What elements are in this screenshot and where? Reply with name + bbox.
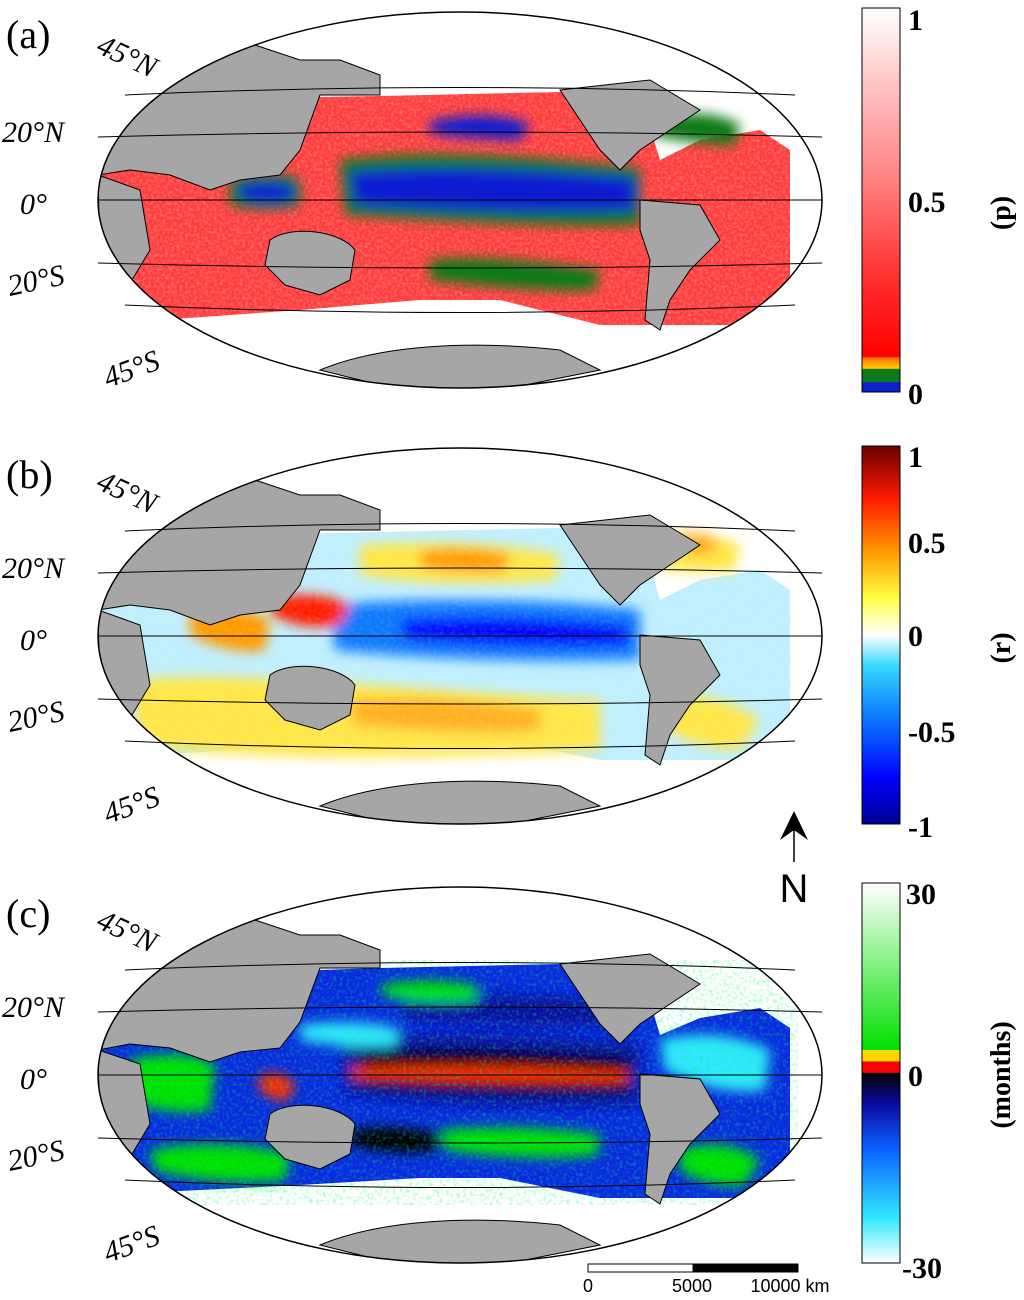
lat-label-45s: 45°S (99, 780, 164, 831)
lat-label-45s: 45°S (99, 344, 164, 395)
graticule-a (97, 11, 823, 389)
colorbar-b: 1 0.5 0 -0.5 -1 (r) (861, 441, 1017, 844)
north-arrow: N (780, 811, 809, 911)
colorbar-a: 1 0.5 0 (p) (861, 4, 1017, 411)
lat-label-45s: 45°S (99, 1219, 164, 1270)
scale-bar-white (587, 1263, 694, 1273)
north-america-land (559, 514, 701, 606)
colorbar-tick: -0.5 (908, 716, 956, 749)
south-america-land (639, 1073, 721, 1205)
colorbar-title: (r) (986, 632, 1017, 663)
north-label: N (780, 867, 809, 911)
colorbar-tick: 1 (908, 4, 923, 37)
north-arrow-icon (780, 811, 808, 840)
colorbar-title: (p) (986, 196, 1017, 230)
scale-bar: 0 5000 10000 km (583, 1263, 830, 1296)
graticule-c (97, 886, 823, 1264)
colorbar-tick: 1 (908, 441, 923, 474)
colorbar-c: 30 0 -30 (months) (861, 878, 1017, 1285)
lat-label-20n: 20°N (2, 116, 66, 149)
colorbar-tick: 0 (908, 378, 923, 411)
antarctica-land (318, 344, 602, 388)
antarctica-land (318, 780, 602, 824)
colorbar-rect (861, 882, 901, 1264)
panel-a: (a) 45°N 20°N 0° 20°S 45°S 1 0.5 0 (p) (2, 4, 1017, 411)
south-america-land (639, 199, 721, 331)
colorbar-tick: 0 (908, 620, 923, 653)
scale-bar-black (692, 1263, 799, 1273)
lat-label-45n: 45°N (92, 903, 164, 960)
scale-label: 10000 km (750, 1276, 829, 1296)
lat-label-20n: 20°N (2, 991, 66, 1024)
lat-label-20s: 20°S (5, 695, 68, 739)
lat-label-45n: 45°N (92, 464, 164, 521)
south-america-land (639, 634, 721, 766)
lat-label-20n: 20°N (2, 552, 66, 585)
panel-b: (b) 45°N 20°N 0° 20°S 45°S 1 0.5 0 -0.5 … (2, 441, 1017, 844)
colorbar-tick: 0 (908, 1060, 923, 1093)
colorbar-tick: -30 (902, 1252, 942, 1285)
colorbar-tick: 0.5 (908, 186, 946, 219)
colorbar-rect (861, 7, 901, 393)
lat-label-20s: 20°S (5, 259, 68, 303)
lat-label-0: 0° (20, 1063, 47, 1096)
lat-label-0: 0° (20, 624, 47, 657)
panel-label: (a) (6, 12, 50, 57)
australia-land (264, 1104, 356, 1170)
scale-label: 5000 (672, 1276, 712, 1296)
graticule-b (97, 447, 823, 825)
north-america-land (559, 953, 701, 1045)
lat-label-45n: 45°N (92, 28, 164, 85)
north-america-land (559, 79, 701, 171)
australia-land (264, 665, 356, 731)
colorbar-tick: 30 (906, 878, 936, 911)
colorbar-tick: 0.5 (908, 527, 946, 560)
panel-c: (c) 45°N 20°N 0° 20°S 45°S 30 0 -30 (mon… (2, 878, 1017, 1285)
lat-label-0: 0° (20, 188, 47, 221)
scale-label: 0 (583, 1276, 593, 1296)
lat-label-20s: 20°S (5, 1134, 68, 1178)
colorbar-title: (months) (986, 1021, 1017, 1128)
panel-label: (b) (6, 452, 53, 497)
colorbar-rect (861, 445, 901, 825)
panel-label: (c) (6, 891, 50, 936)
antarctica-land (318, 1219, 602, 1263)
colorbar-tick: -1 (908, 811, 933, 844)
australia-land (264, 230, 356, 296)
